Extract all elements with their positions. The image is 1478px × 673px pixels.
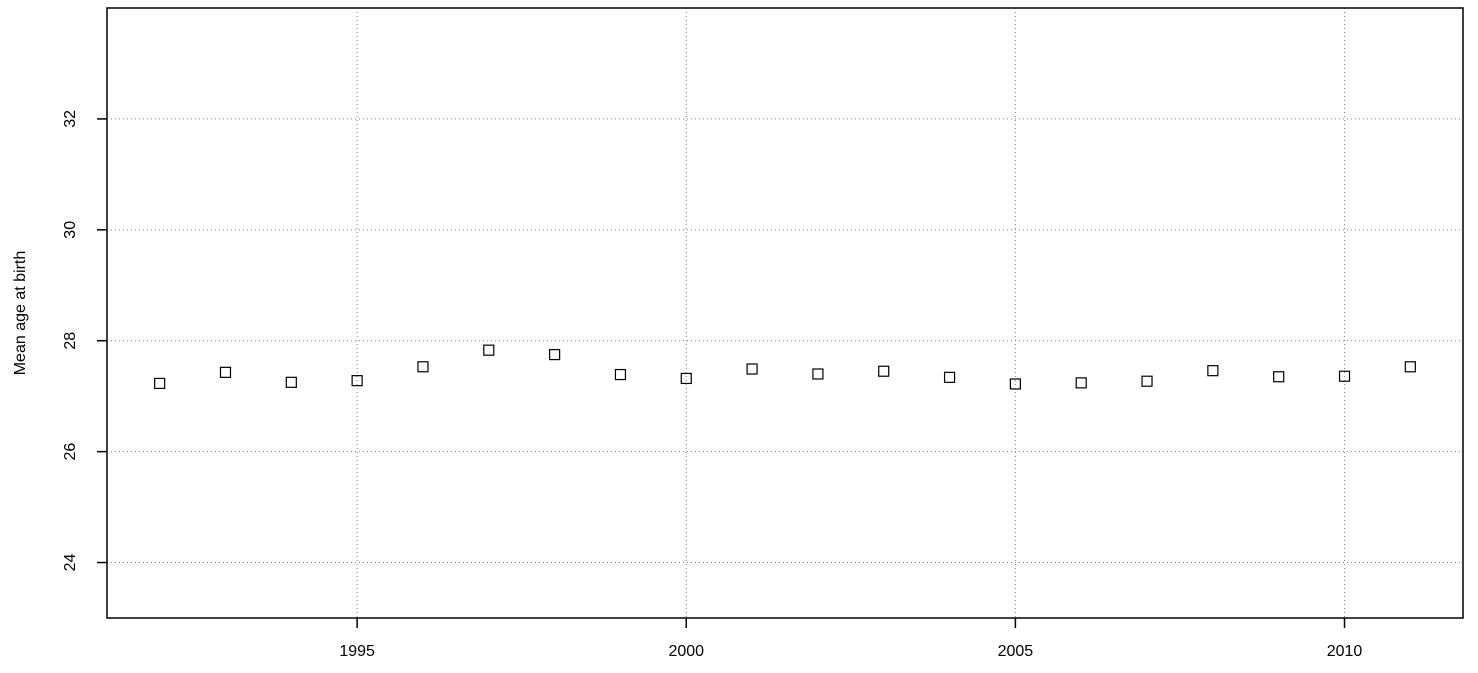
x-axis: 1995 2000 2005 2010 bbox=[339, 618, 1362, 660]
x-tick-label: 2010 bbox=[1327, 643, 1363, 660]
y-axis-label: Mean age at birth bbox=[12, 251, 29, 376]
data-point bbox=[219, 366, 232, 378]
y-tick-label: 24 bbox=[62, 554, 79, 572]
data-point bbox=[1338, 370, 1351, 382]
plot-frame bbox=[106, 7, 1464, 619]
x-tick-label: 2005 bbox=[998, 643, 1034, 660]
data-point bbox=[1273, 371, 1285, 383]
data-point bbox=[417, 361, 429, 373]
data-point bbox=[285, 376, 297, 388]
data-point bbox=[746, 363, 758, 375]
data-point bbox=[1141, 375, 1153, 387]
data-point bbox=[1075, 377, 1087, 389]
x-tick-label: 2000 bbox=[668, 643, 704, 660]
data-points bbox=[154, 344, 1416, 390]
y-tick-label: 26 bbox=[62, 443, 79, 461]
data-point bbox=[549, 348, 561, 361]
y-tick-label: 30 bbox=[62, 221, 79, 239]
data-point bbox=[614, 368, 627, 381]
data-point bbox=[680, 372, 692, 385]
grid-lines bbox=[107, 8, 1463, 618]
data-point bbox=[943, 371, 956, 383]
y-tick-label: 32 bbox=[62, 110, 79, 128]
data-point bbox=[878, 365, 890, 377]
y-axis: 24 26 28 30 32 bbox=[62, 110, 107, 572]
data-point bbox=[351, 375, 363, 387]
y-tick-label: 28 bbox=[62, 332, 79, 350]
data-point bbox=[1207, 365, 1219, 377]
data-point bbox=[483, 344, 495, 356]
data-point bbox=[1009, 378, 1021, 390]
data-point bbox=[154, 377, 166, 390]
data-point bbox=[1404, 361, 1416, 373]
x-tick-label: 1995 bbox=[339, 643, 375, 660]
data-point bbox=[812, 368, 824, 380]
